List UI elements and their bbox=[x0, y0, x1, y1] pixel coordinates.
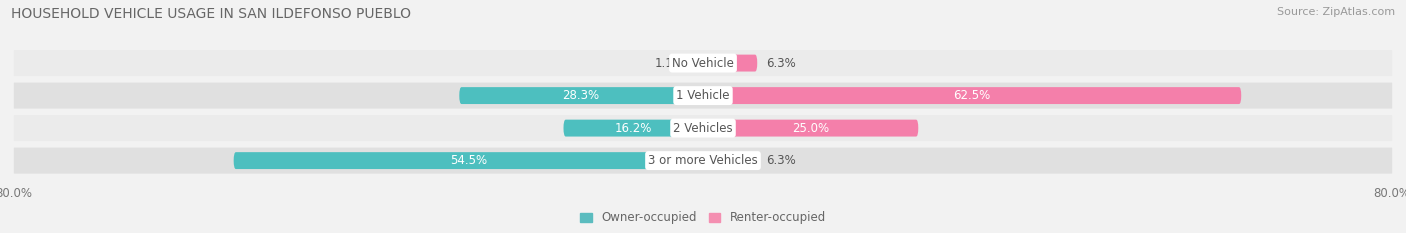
Text: 16.2%: 16.2% bbox=[614, 122, 652, 135]
Text: Source: ZipAtlas.com: Source: ZipAtlas.com bbox=[1277, 7, 1395, 17]
FancyBboxPatch shape bbox=[703, 120, 918, 137]
Text: 6.3%: 6.3% bbox=[766, 57, 796, 70]
FancyBboxPatch shape bbox=[703, 152, 758, 169]
Legend: Owner-occupied, Renter-occupied: Owner-occupied, Renter-occupied bbox=[575, 206, 831, 229]
Text: 6.3%: 6.3% bbox=[766, 154, 796, 167]
Text: No Vehicle: No Vehicle bbox=[672, 57, 734, 70]
Text: 62.5%: 62.5% bbox=[953, 89, 991, 102]
FancyBboxPatch shape bbox=[460, 87, 703, 104]
FancyBboxPatch shape bbox=[564, 120, 703, 137]
Text: 3 or more Vehicles: 3 or more Vehicles bbox=[648, 154, 758, 167]
FancyBboxPatch shape bbox=[703, 55, 758, 72]
Text: HOUSEHOLD VEHICLE USAGE IN SAN ILDEFONSO PUEBLO: HOUSEHOLD VEHICLE USAGE IN SAN ILDEFONSO… bbox=[11, 7, 411, 21]
FancyBboxPatch shape bbox=[14, 115, 1392, 141]
Text: 25.0%: 25.0% bbox=[792, 122, 830, 135]
Text: 1 Vehicle: 1 Vehicle bbox=[676, 89, 730, 102]
FancyBboxPatch shape bbox=[14, 147, 1392, 174]
Text: 28.3%: 28.3% bbox=[562, 89, 600, 102]
Text: 2 Vehicles: 2 Vehicles bbox=[673, 122, 733, 135]
FancyBboxPatch shape bbox=[14, 82, 1392, 109]
Text: 54.5%: 54.5% bbox=[450, 154, 486, 167]
FancyBboxPatch shape bbox=[233, 152, 703, 169]
FancyBboxPatch shape bbox=[703, 87, 1241, 104]
Text: 1.1%: 1.1% bbox=[655, 57, 685, 70]
FancyBboxPatch shape bbox=[693, 55, 703, 72]
FancyBboxPatch shape bbox=[14, 50, 1392, 76]
